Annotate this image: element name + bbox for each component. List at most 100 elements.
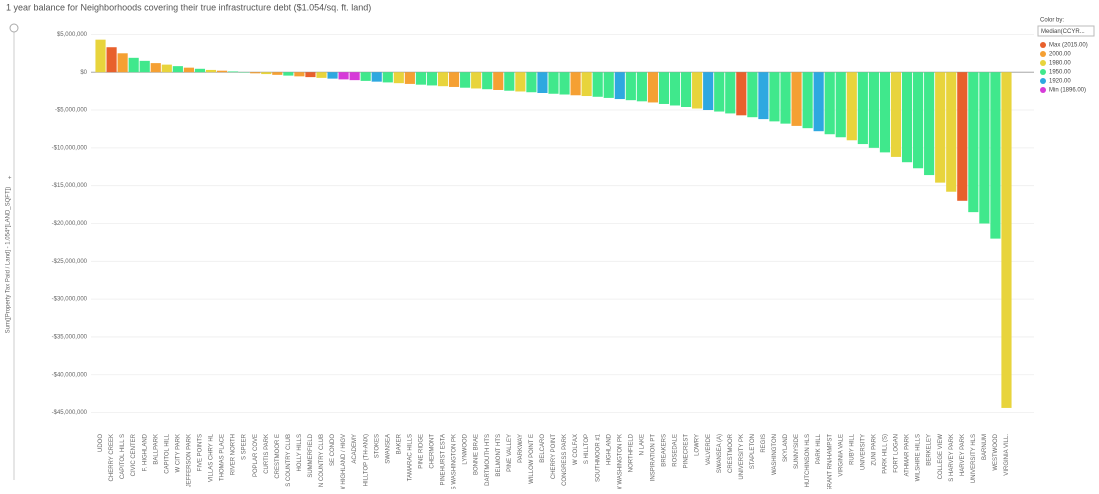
x-tick-label: HARVEY PARK — [960, 434, 966, 476]
bar — [780, 72, 790, 123]
bar — [714, 72, 724, 111]
y-tick-label: -$25,000,000 — [52, 259, 88, 265]
x-tick-label: RIVER NORTH — [231, 434, 237, 475]
bar — [847, 72, 857, 140]
x-tick-label: CHERRY POINT — [551, 434, 557, 479]
x-tick-label: UNIVERSITY — [860, 434, 866, 470]
bar — [979, 72, 989, 223]
y-axis-label: Sum([Property Tax Paid / Land] - 1.054*[… — [6, 187, 12, 334]
y-tick-label: -$40,000,000 — [52, 372, 88, 378]
bar — [736, 72, 746, 115]
bar — [361, 72, 371, 81]
plot: $5,000,000$0-$5,000,000-$10,000,000-$15,… — [52, 32, 1034, 489]
bar — [283, 72, 293, 75]
bar — [261, 72, 271, 74]
bar — [449, 72, 459, 87]
x-tick-label: SOUTHMOOR #1 — [595, 433, 601, 482]
x-tick-label: HILLTOP (TH-ANX) — [363, 434, 369, 486]
legend-swatch — [1040, 69, 1046, 75]
bar — [891, 72, 901, 157]
x-tick-label: S HILLTOP — [584, 434, 590, 464]
bar — [548, 72, 558, 94]
bar — [836, 72, 846, 137]
bar — [460, 72, 470, 88]
bar — [316, 72, 326, 78]
bar — [427, 72, 437, 85]
x-tick-label: UNIVERSITY PK — [739, 434, 745, 480]
x-tick-label: DARTMOUTH HTS — [485, 434, 491, 486]
bar — [769, 72, 779, 121]
legend-selector[interactable]: Median(CCYR... — [1041, 29, 1085, 35]
x-tick-label: WASHINGTON — [772, 434, 778, 475]
x-tick-label: W CITY PARK — [175, 434, 181, 472]
x-tick-label: CRESTMOOR — [728, 433, 734, 473]
bar — [383, 72, 393, 82]
bar — [659, 72, 669, 104]
x-tick-label: REGIS — [761, 434, 767, 453]
x-tick-label: POPLAR COVE — [253, 434, 259, 477]
legend: Max (2015.00)2000.001980.001950.001920.0… — [1040, 42, 1088, 94]
bar — [825, 72, 835, 134]
x-tick-label: S COUNTRY CLUB — [286, 434, 292, 487]
x-tick-label: WILSHIRE HILLS — [916, 434, 922, 481]
slider-handle[interactable] — [10, 24, 18, 32]
x-tick-label: SUNNYSIDE — [794, 434, 800, 469]
bar — [305, 72, 315, 77]
x-tick-label: CHERMONT — [430, 434, 436, 469]
bar — [604, 72, 614, 98]
x-tick-label: SKYLAND — [783, 433, 789, 462]
zoom-plus[interactable]: + — [8, 176, 12, 182]
bar — [95, 40, 105, 73]
bar — [250, 72, 260, 73]
bar — [416, 72, 426, 84]
bar — [869, 72, 879, 148]
x-tick-label: TAMARAC HILLS — [407, 434, 413, 481]
bar — [515, 72, 525, 91]
legend-swatch — [1040, 78, 1046, 84]
x-tick-label: N COUNTRY CLUB — [319, 434, 325, 487]
x-tick-label: BONNIE BRAE — [474, 434, 480, 475]
x-tick-label: INSPIRATION PT — [651, 434, 657, 482]
x-tick-label: ROSEDALE — [673, 434, 679, 467]
x-tick-label: BREAKERS — [662, 434, 668, 467]
bar — [803, 72, 813, 128]
bar — [482, 72, 492, 89]
bar — [118, 53, 128, 72]
x-tick-label: BAKER — [396, 433, 402, 454]
x-tick-label: PINE VALLEY — [507, 434, 513, 472]
bar — [217, 71, 227, 73]
y-tick-label: $0 — [80, 70, 87, 76]
x-tick-label: UDOO — [98, 434, 104, 452]
legend-swatch — [1040, 60, 1046, 66]
x-tick-label: S HARVEY PARK — [949, 434, 955, 482]
x-tick-label: WESTWOOD — [993, 433, 999, 470]
bar — [526, 72, 536, 92]
bar — [692, 72, 702, 108]
bar — [206, 70, 216, 72]
x-tick-label: PINE RIDGE — [418, 434, 424, 469]
bar — [1001, 72, 1011, 408]
bar — [471, 72, 481, 88]
x-tick-label: PINECREST — [684, 434, 690, 469]
bar — [670, 72, 680, 105]
legend-swatch — [1040, 42, 1046, 48]
x-tick-label: ZUNI PARK — [871, 434, 877, 466]
x-tick-label: WILLOW POINT E — [529, 434, 535, 484]
x-tick-label: N LAKE — [639, 434, 645, 455]
x-tick-label: W COLFAX — [573, 434, 579, 465]
bar — [725, 72, 735, 113]
bar — [350, 72, 360, 80]
x-tick-label: S SPEER — [242, 433, 248, 460]
y-tick-label: -$45,000,000 — [52, 410, 88, 416]
y-tick-label: -$5,000,000 — [55, 108, 88, 114]
bar — [593, 72, 603, 97]
bar — [913, 72, 923, 168]
x-tick-label: CHERRY CREEK — [109, 434, 115, 481]
x-tick-label: W HIGHLAND / HIGV — [341, 434, 347, 489]
bar — [184, 68, 194, 73]
x-tick-label: HIGHLAND — [606, 433, 612, 465]
legend-title: Color by: — [1040, 18, 1064, 24]
x-tick-label: HUTCHINSON HLS — [805, 434, 811, 487]
x-tick-label: FORT LOGAN — [894, 434, 900, 473]
